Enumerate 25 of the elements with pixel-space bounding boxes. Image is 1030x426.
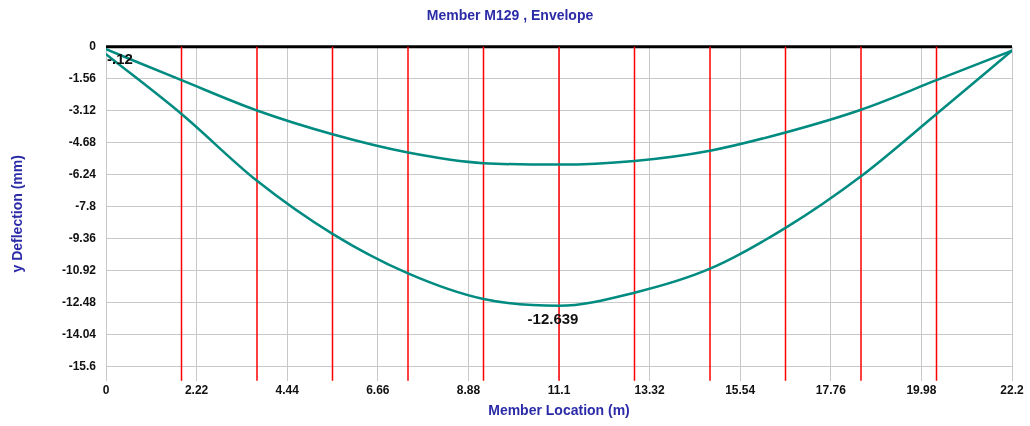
- x-tick-label: 4.44: [275, 383, 300, 398]
- x-tick-label: 19.98: [906, 383, 937, 398]
- y-tick-label: -9.36: [68, 230, 97, 245]
- chart-title: Member M129 , Envelope: [426, 7, 594, 24]
- x-tick-label: 15.54: [725, 383, 756, 398]
- x-tick-label: 11.1: [547, 383, 571, 398]
- y-tick-label: -7.8: [75, 198, 97, 213]
- y-tick-label: -12.48: [61, 294, 97, 309]
- x-tick-label: 8.88: [456, 383, 481, 398]
- y-tick-label: -1.56: [68, 71, 97, 86]
- y-axis-title: y Deflection (mm): [9, 155, 26, 273]
- x-axis-title: Member Location (m): [488, 402, 630, 419]
- x-tick-label: 17.76: [815, 383, 847, 398]
- y-tick-label: -3.12: [68, 103, 97, 118]
- y-tick-label: -14.04: [61, 326, 97, 341]
- y-tick-label: -10.92: [61, 262, 97, 277]
- y-tick-label: -4.68: [68, 135, 97, 150]
- x-tick-label: 0: [102, 383, 110, 398]
- x-tick-label: 22.2: [1000, 383, 1024, 398]
- x-tick-label: 13.32: [634, 383, 665, 398]
- y-tick-label: 0: [89, 39, 97, 54]
- y-tick-label: -6.24: [68, 166, 97, 181]
- y-tick-label: -15.6: [68, 358, 97, 373]
- x-tick-label: 6.66: [366, 383, 390, 398]
- x-tick-label: 2.22: [184, 383, 209, 398]
